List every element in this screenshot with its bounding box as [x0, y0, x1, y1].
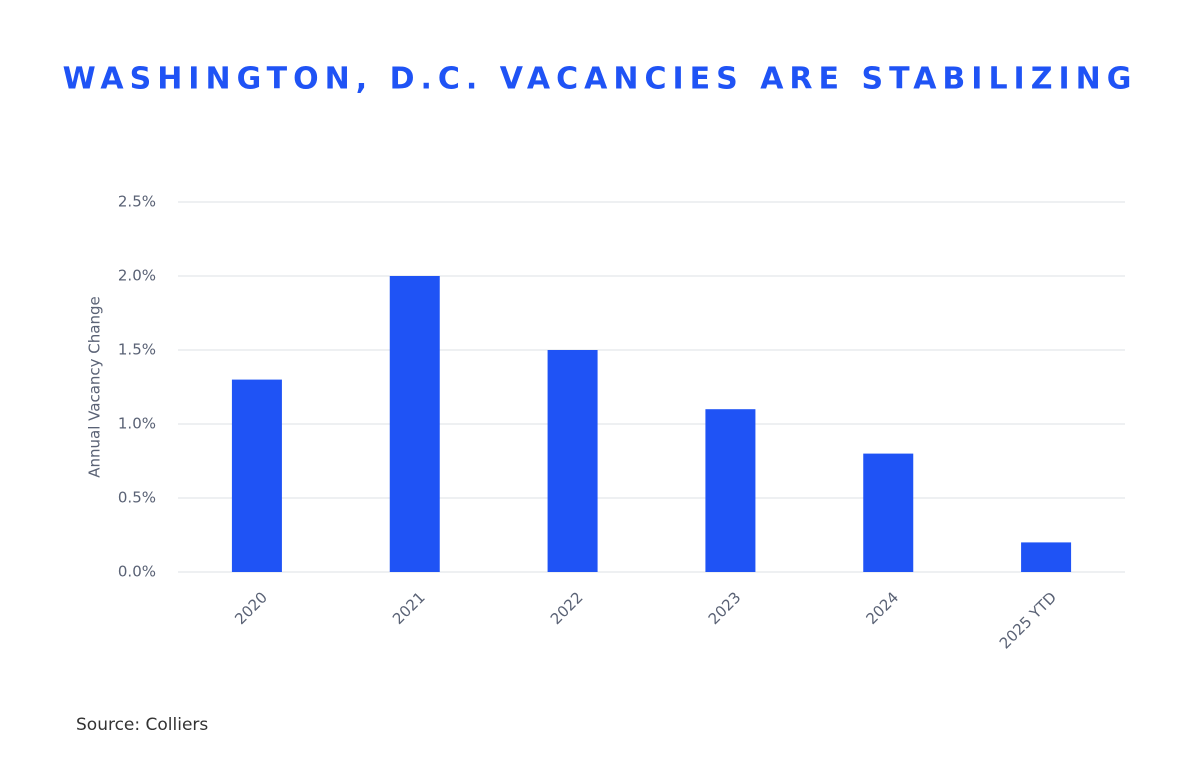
y-tick-label: 1.5%: [118, 341, 156, 359]
x-tick-label: 2023: [705, 588, 745, 628]
y-tick-label: 2.5%: [118, 193, 156, 211]
bar: [547, 350, 598, 572]
x-tick-label: 2020: [231, 588, 271, 628]
x-tick-label: 2024: [863, 588, 903, 628]
y-tick-label: 0.5%: [118, 489, 156, 507]
bar: [705, 409, 756, 572]
x-tick-label: 2025 YTD: [996, 588, 1060, 652]
bar: [231, 379, 282, 572]
x-tick-label: 2022: [547, 588, 587, 628]
bar: [1021, 542, 1072, 572]
chart-title: WASHINGTON, D.C. VACANCIES ARE STABILIZI…: [63, 62, 1138, 97]
x-tick-label: 2021: [389, 588, 429, 628]
source: Source: Colliers: [76, 715, 208, 735]
y-axis-label: Annual Vacancy Change: [86, 296, 104, 477]
bar: [863, 453, 914, 572]
y-tick-label: 1.0%: [118, 415, 156, 433]
bar: [389, 276, 440, 572]
y-tick-label: 2.0%: [118, 267, 156, 285]
y-tick-label: 0.0%: [118, 563, 156, 581]
